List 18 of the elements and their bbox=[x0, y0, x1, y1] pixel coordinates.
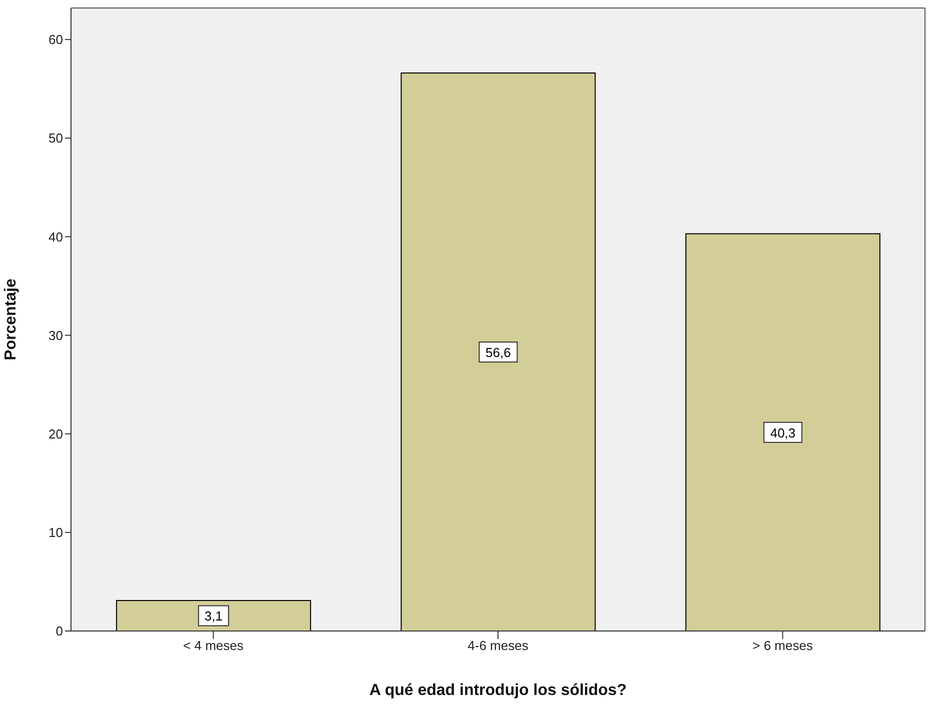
bar bbox=[400, 72, 596, 631]
y-axis-title: Porcentaje bbox=[2, 278, 20, 360]
data-label: 40,3 bbox=[770, 425, 796, 440]
y-tick-label: 0 bbox=[56, 624, 63, 639]
y-tick-label: 60 bbox=[48, 32, 63, 48]
bar bbox=[116, 600, 312, 631]
y-tick-label: 30 bbox=[48, 328, 63, 343]
x-tick-label: > 6 meses bbox=[752, 638, 814, 654]
y-tick-label: 50 bbox=[48, 130, 63, 146]
data-label: 56,6 bbox=[486, 345, 511, 360]
x-axis-title: A qué edad introdujo los sólidos? bbox=[369, 682, 627, 699]
y-tick-label: 10 bbox=[48, 525, 63, 540]
y-tick-label: 40 bbox=[48, 229, 63, 244]
bar bbox=[685, 233, 880, 631]
y-tick-label: 20 bbox=[48, 426, 63, 442]
x-tick-label: 4-6 meses bbox=[468, 638, 529, 654]
x-tick-label: < 4 meses bbox=[183, 638, 244, 654]
data-label: 3,1 bbox=[204, 608, 223, 624]
